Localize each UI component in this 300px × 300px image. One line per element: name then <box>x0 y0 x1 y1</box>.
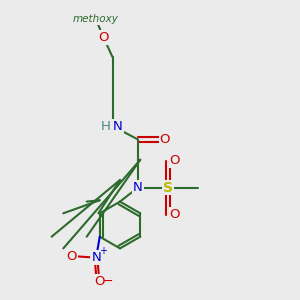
Text: methoxy: methoxy <box>73 14 119 25</box>
Text: O: O <box>160 133 170 146</box>
Text: N: N <box>113 119 123 133</box>
Text: O: O <box>66 250 77 263</box>
Text: −: − <box>103 275 113 288</box>
Text: O: O <box>169 154 180 167</box>
Text: S: S <box>163 181 173 194</box>
Text: O: O <box>94 274 104 288</box>
Text: O: O <box>98 31 109 44</box>
Text: O: O <box>169 208 180 221</box>
Text: +: + <box>99 246 107 256</box>
Text: N: N <box>133 181 143 194</box>
Text: H: H <box>101 119 111 133</box>
Text: N: N <box>91 251 101 264</box>
